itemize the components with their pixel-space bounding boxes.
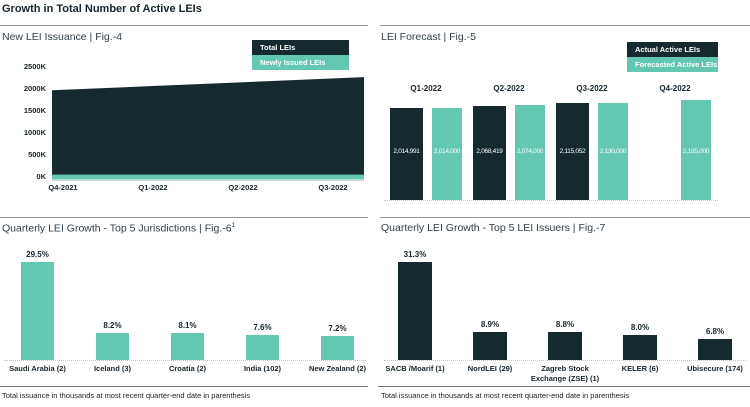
fig7-bar: [548, 332, 582, 360]
fig7-category-label: KELER (6): [621, 364, 659, 373]
legend-forecasted-active-leis: Forecasted Active LEIs: [627, 57, 718, 72]
fig4-y-tick: 1500K: [23, 106, 46, 115]
fig5-quarter-label: Q2-2022: [493, 84, 525, 93]
fig7-value-label: 8.9%: [480, 320, 500, 330]
fig6-value-label: 8.1%: [178, 321, 197, 331]
fig5-actual-value: 2,014,991: [393, 148, 420, 155]
fig7-category-label: Zagreb Stock Exchange (ZSE) (1): [530, 364, 600, 383]
header-divider-left: [0, 25, 368, 26]
fig6-value-label: 29.5%: [26, 250, 49, 259]
fig5-actual-bar: [473, 105, 506, 200]
fig4-title: New LEI Issuance | Fig.-4: [2, 31, 123, 43]
fig4-x-tick: Q4-2021: [48, 183, 78, 192]
fig5-actual-value: 2,115,052: [559, 148, 586, 155]
legend-actual-active-leis: Actual Active LEIs: [627, 42, 718, 57]
fig5-actual-bar: [556, 103, 589, 200]
fig5-axis-line: [384, 200, 718, 201]
page-title: Growth in Total Number of Active LEIs: [2, 3, 202, 15]
fig5-forecast-value: 2,014,000: [433, 148, 461, 155]
fig6-category-label: New Zealand (2): [308, 364, 367, 373]
fig4-y-tick: 500K: [28, 150, 46, 159]
fig6-value-label: 8.2%: [103, 320, 122, 330]
fig5-title: LEI Forecast | Fig.-5: [381, 31, 476, 43]
fig6-value-label: 7.2%: [328, 324, 347, 334]
fig7-value-label: 8.0%: [630, 322, 650, 332]
fig7-category-label: SACB /Moarif (1): [385, 364, 445, 373]
fig7-category-label: Ubisecure (174): [687, 364, 743, 373]
fig7-value-label: 8.8%: [555, 320, 575, 330]
fig5-forecast-bar: [598, 102, 628, 200]
fig6-title-text: Quarterly LEI Growth - Top 5 Jurisdictio…: [2, 222, 232, 235]
fig6-value-label: 7.6%: [253, 322, 272, 332]
fig7-title: Quarterly LEI Growth - Top 5 LEI Issuers…: [381, 222, 606, 234]
fig5-legend: Actual Active LEIs Forecasted Active LEI…: [627, 42, 718, 72]
fig4-y-tick: 1000K: [23, 128, 46, 137]
fig7-category-label: NordLEI (29): [467, 364, 513, 373]
fig4-y-tick: 2500K: [23, 62, 46, 71]
legend-total-leis: Total LEIs: [252, 40, 349, 55]
fig7-bar: [623, 334, 657, 360]
fig5-forecast-value: 2,195,000: [682, 148, 710, 155]
fig4-x-tick: Q1-2022: [138, 183, 168, 192]
legend-newly-issued-leis: Newly Issued LEIs: [252, 55, 349, 70]
fig5-actual-value: 2,068,419: [476, 148, 503, 155]
fig4-area-chart: [52, 77, 364, 180]
fig6-bar: [171, 333, 204, 360]
fig7-value-label: 6.8%: [705, 326, 725, 336]
newly-issued-leis-area: [52, 174, 364, 180]
fig6-footnote-marker: 1: [231, 222, 236, 229]
fig4-y-tick: 2000K: [23, 84, 46, 93]
fig5-quarter-label: Q1-2022: [410, 84, 442, 93]
total-leis-area: [52, 77, 364, 175]
row-divider-right: [380, 217, 750, 218]
fig4-y-tick: 0K: [36, 172, 46, 181]
fig6-bar: [321, 336, 354, 360]
fig5-forecast-value: 2,130,000: [599, 148, 627, 155]
fig5-actual-bar: [390, 108, 423, 200]
fig7-axis-line: [384, 360, 746, 361]
row-divider-left: [0, 217, 368, 218]
fig6-category-label: Saudi Arabia (2): [9, 364, 66, 373]
fig7-footnote: Total issuance in thousands at most rece…: [381, 391, 630, 400]
fig7-footnote-divider: [378, 386, 750, 387]
fig6-category-label: Iceland (3): [93, 364, 132, 373]
header-divider-right: [380, 25, 750, 26]
fig4-axis-line: [52, 180, 364, 181]
fig7-bar: [398, 262, 432, 360]
fig6-footnote-divider: [0, 386, 368, 387]
fig5-quarter-label: Q4-2022: [659, 84, 691, 93]
fig6-bar: [246, 334, 279, 360]
fig6-bar: [21, 262, 54, 360]
fig6-bar: [96, 332, 129, 360]
fig5-forecast-bar: [515, 105, 545, 200]
fig6-title: Quarterly LEI Growth - Top 5 Jurisdictio…: [2, 222, 235, 235]
fig6-axis-line: [4, 360, 366, 361]
fig7-bar: [473, 332, 507, 360]
fig5-forecast-bar: [681, 99, 711, 200]
fig4-x-tick: Q2-2022: [228, 183, 258, 192]
fig6-footnote: Total issuance in thousands at most rece…: [2, 391, 251, 400]
fig5-quarter-label: Q3-2022: [576, 84, 608, 93]
fig7-value-label: 31.3%: [403, 250, 427, 259]
fig4-x-tick: Q3-2022: [318, 183, 348, 192]
fig5-forecast-bar: [432, 108, 462, 200]
fig6-category-label: Croatia (2): [168, 364, 207, 373]
fig7-bar: [698, 338, 732, 360]
fig5-forecast-value: 2,074,000: [516, 148, 544, 155]
fig6-category-label: India (102): [243, 364, 282, 373]
fig4-legend: Total LEIs Newly Issued LEIs: [252, 40, 349, 70]
